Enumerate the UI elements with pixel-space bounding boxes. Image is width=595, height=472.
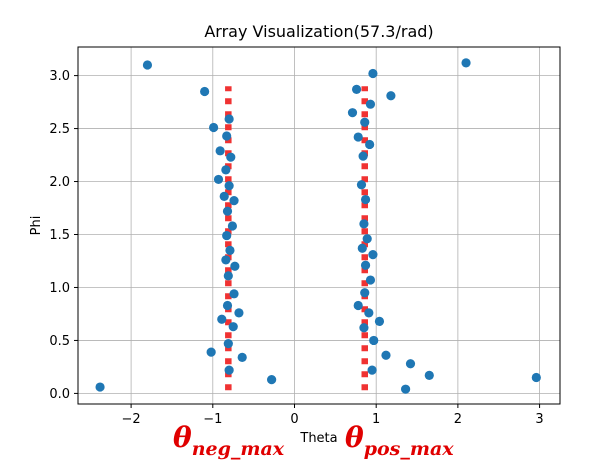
x-tick-label: −1 bbox=[203, 412, 222, 427]
y-tick-label: 0.5 bbox=[49, 334, 70, 349]
y-tick-label: 0.0 bbox=[49, 387, 70, 402]
scatter-point bbox=[225, 245, 235, 255]
scatter-point bbox=[142, 60, 153, 70]
x-axis-label: Theta bbox=[299, 431, 337, 446]
axis-ticks: −2 −1 0 1 2 3 0.0 0.5 1.0 1.5 2.0 2.5 3.0 bbox=[49, 69, 543, 427]
scatter-point bbox=[365, 139, 375, 150]
scatter-point bbox=[228, 322, 238, 332]
annotation-theta-neg-subscript: neg_max bbox=[192, 438, 285, 460]
scatter-point bbox=[224, 181, 234, 191]
x-tick-label: 2 bbox=[454, 412, 462, 427]
scatter-point bbox=[267, 375, 277, 385]
scatter-point bbox=[223, 339, 233, 349]
scatter-point bbox=[226, 152, 236, 162]
scatter-point bbox=[209, 122, 219, 133]
scatter-point bbox=[221, 165, 231, 175]
scatter-point bbox=[221, 255, 231, 265]
scatter-point bbox=[358, 151, 368, 161]
scatter-point bbox=[365, 99, 376, 109]
scatter-point bbox=[215, 146, 225, 156]
scatter-point bbox=[347, 108, 358, 118]
y-tick-label: 2.5 bbox=[49, 122, 70, 137]
x-tick-label: −2 bbox=[122, 412, 141, 427]
scatter-point bbox=[222, 230, 232, 241]
scatter-point bbox=[230, 261, 240, 271]
scatter-point bbox=[364, 308, 374, 318]
scatter-point bbox=[222, 131, 232, 141]
scatter-point bbox=[351, 84, 362, 94]
scatter-point bbox=[386, 91, 396, 101]
scatter-point bbox=[222, 300, 233, 311]
scatter-point bbox=[219, 191, 229, 201]
scatter-point bbox=[531, 372, 541, 383]
scatter-point bbox=[359, 219, 369, 229]
scatter-point bbox=[353, 300, 363, 311]
scatter-point bbox=[357, 243, 367, 253]
scatter-point bbox=[360, 194, 371, 205]
data-points bbox=[95, 58, 541, 394]
scatter-point bbox=[424, 370, 434, 380]
scatter-point bbox=[368, 68, 378, 79]
scatter-point bbox=[213, 174, 224, 185]
x-tick-label: 1 bbox=[372, 412, 380, 427]
x-tick-label: 0 bbox=[290, 412, 298, 427]
annotation-theta-neg-symbol: θ bbox=[173, 421, 192, 454]
y-tick-label: 1.0 bbox=[49, 281, 70, 296]
scatter-point bbox=[367, 365, 377, 375]
y-axis-label: Phi bbox=[29, 216, 44, 236]
y-tick-label: 2.0 bbox=[49, 175, 70, 190]
plot-frame bbox=[77, 46, 561, 405]
x-tick-label: 3 bbox=[535, 412, 543, 427]
scatter-point bbox=[95, 382, 105, 392]
scatter-point bbox=[224, 365, 234, 375]
scatter-point bbox=[360, 117, 370, 127]
scatter-point bbox=[224, 114, 234, 124]
scatter-point bbox=[368, 250, 378, 260]
scatter-point bbox=[365, 275, 376, 285]
annotation-theta-neg-max: θneg_max bbox=[173, 421, 285, 460]
scatter-point bbox=[223, 271, 233, 281]
scatter-point bbox=[405, 359, 416, 369]
scatter-point bbox=[381, 350, 391, 360]
scatter-point bbox=[353, 132, 363, 142]
scatter-point bbox=[356, 180, 367, 190]
y-tick-label: 1.5 bbox=[49, 228, 70, 243]
scatter-point bbox=[234, 308, 244, 318]
scatter-point bbox=[200, 86, 210, 97]
annotation-theta-pos-subscript: pos_max bbox=[364, 438, 455, 460]
scatter-point bbox=[362, 234, 372, 244]
scatter-point bbox=[222, 206, 233, 216]
scatter-point bbox=[237, 352, 247, 362]
chart-title: Array Visualization(57.3/rad) bbox=[204, 22, 433, 41]
grid-lines bbox=[78, 47, 560, 404]
annotation-theta-pos-max: θpos_max bbox=[345, 421, 454, 460]
y-tick-label: 3.0 bbox=[49, 69, 70, 84]
scatter-point bbox=[359, 323, 369, 333]
scatter-point bbox=[227, 221, 238, 231]
scatter-point bbox=[206, 347, 216, 357]
annotation-theta-pos-symbol: θ bbox=[345, 421, 364, 454]
scatter-point bbox=[217, 314, 227, 324]
scatter-point bbox=[229, 289, 239, 299]
scatter-point bbox=[369, 335, 379, 346]
scatter-point bbox=[229, 196, 239, 206]
scatter-point bbox=[360, 260, 371, 270]
scatter-point bbox=[360, 288, 370, 298]
scatter-point bbox=[374, 316, 385, 326]
scatter-point bbox=[400, 384, 411, 394]
scatter-point bbox=[461, 58, 471, 68]
